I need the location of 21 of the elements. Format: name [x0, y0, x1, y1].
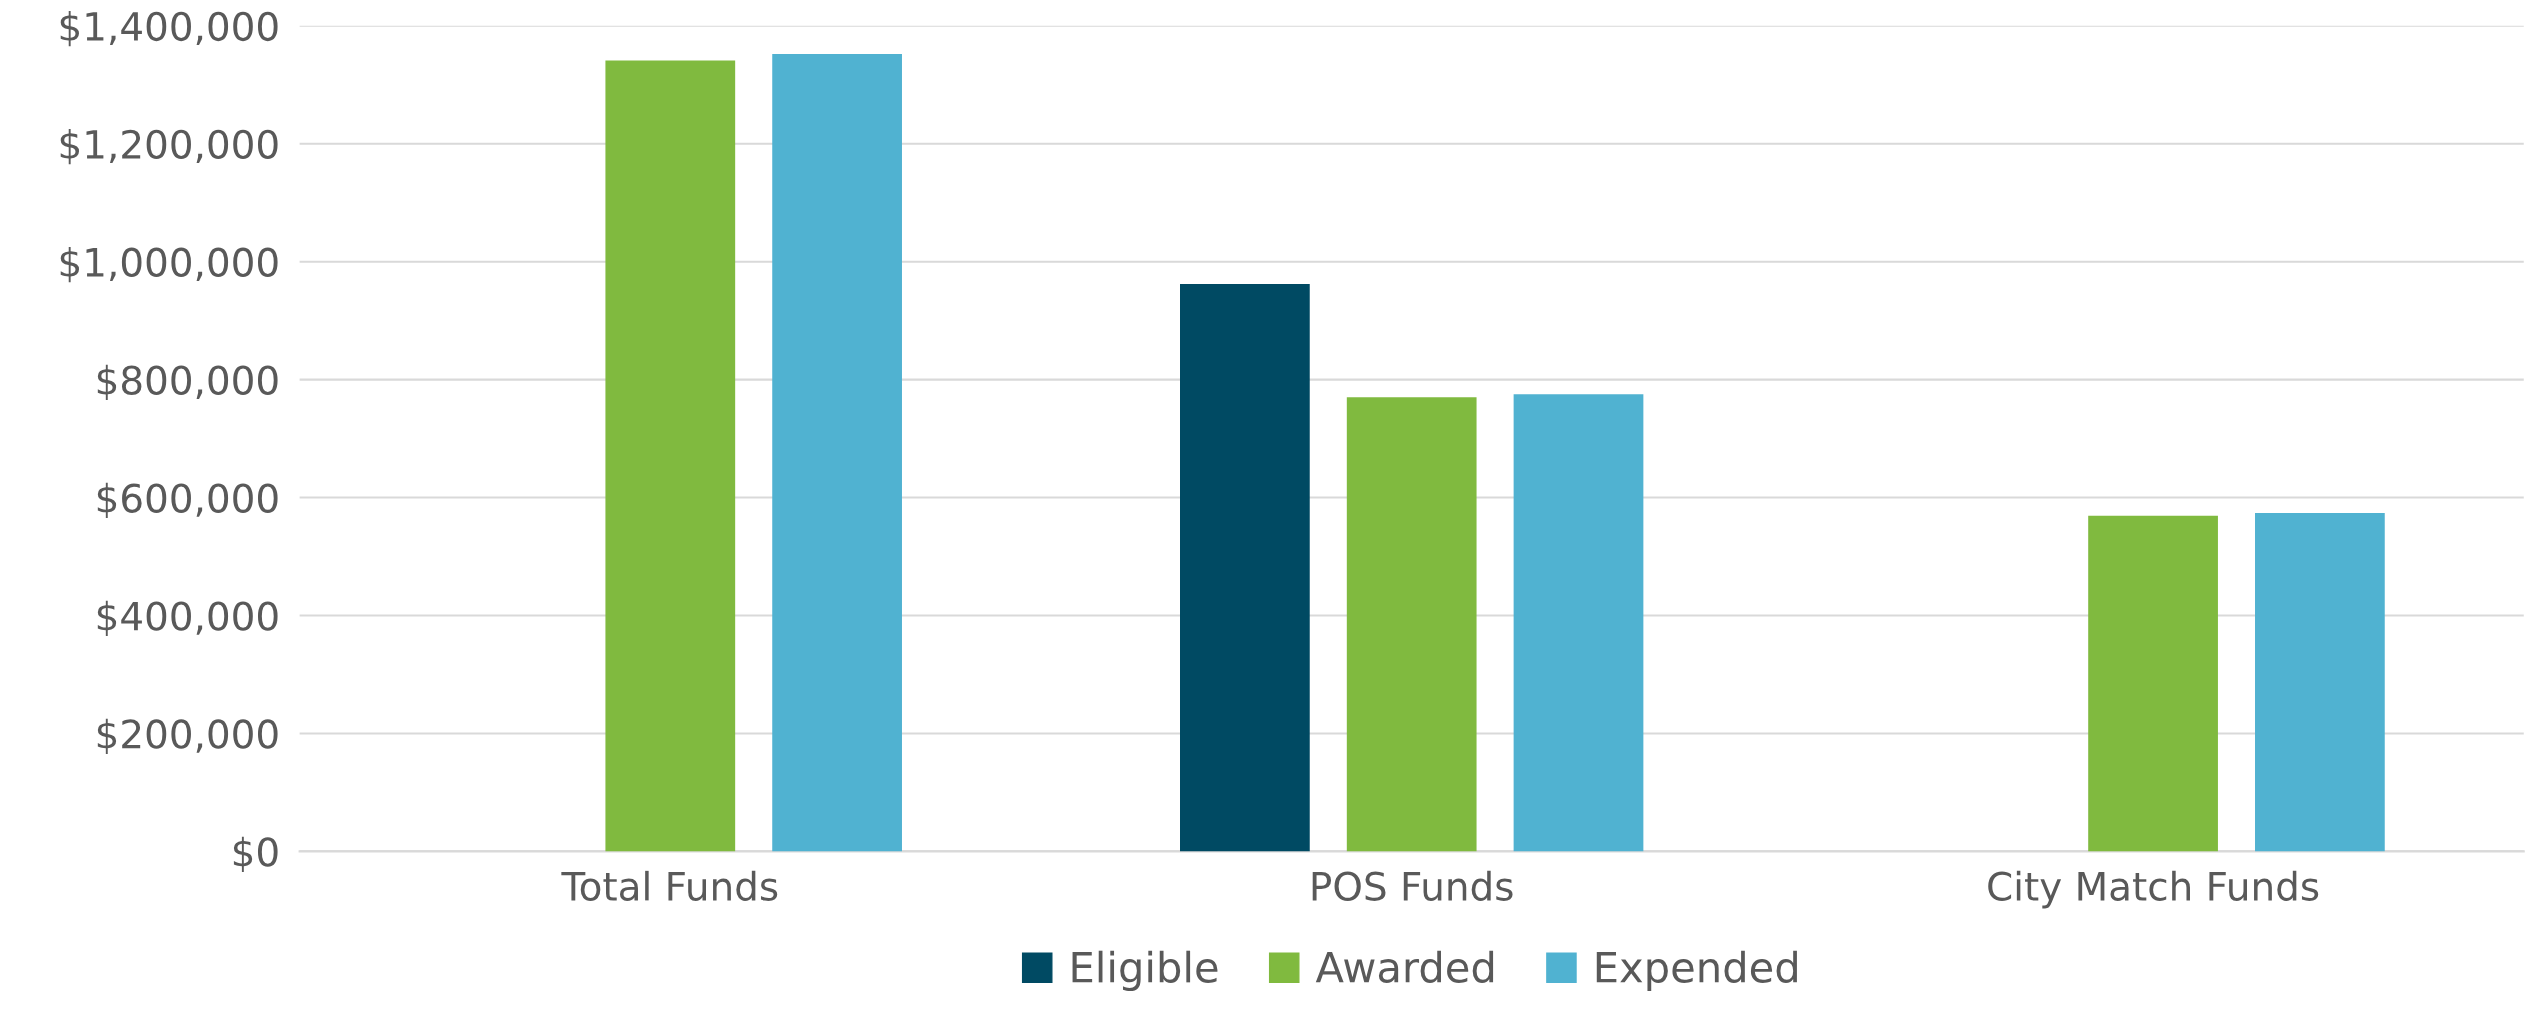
- y-tick-label: $200,000: [97, 718, 278, 754]
- legend-label: Eligible: [1072, 950, 1218, 992]
- y-tick-label: $1,000,000: [60, 246, 278, 283]
- legend-label: Expended: [1596, 950, 1797, 992]
- x-tick-label: POS Funds: [1312, 870, 1513, 901]
- bar: [605, 60, 736, 852]
- x-tick-label: Total Funds: [561, 870, 778, 901]
- bar: [2255, 512, 2385, 852]
- legend-label: Awarded: [1315, 950, 1494, 983]
- bar: [2088, 515, 2218, 852]
- y-tick-label: $1,400,000: [60, 11, 278, 47]
- bar: [1346, 397, 1477, 852]
- y-tick-label: $400,000: [97, 600, 278, 637]
- bar: [1513, 394, 1644, 852]
- y-tick-label: $600,000: [97, 482, 278, 519]
- bar: [772, 54, 902, 852]
- bar: [1180, 284, 1310, 852]
- y-tick-label: $0: [233, 836, 278, 872]
- x-tick-label: City Match Funds: [1988, 870, 2319, 909]
- y-tick-label: $1,200,000: [60, 128, 278, 165]
- y-tick-label: $800,000: [97, 364, 278, 401]
